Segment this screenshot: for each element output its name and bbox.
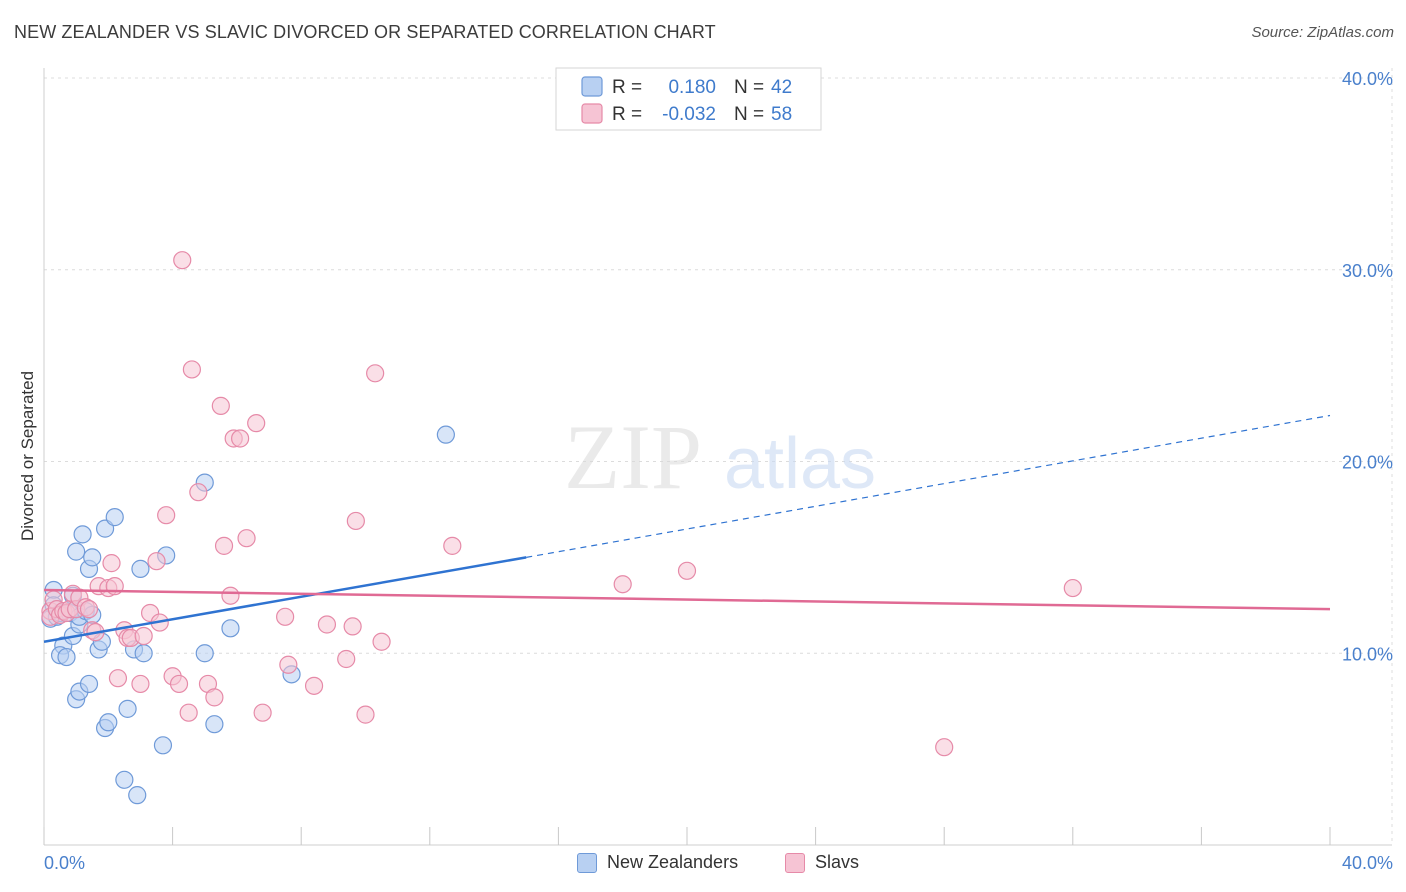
legend-n-value: 58 (771, 104, 792, 125)
point-slavs (211, 396, 230, 415)
legend-swatch-new-zealanders (577, 852, 597, 873)
point-slavs (205, 688, 224, 707)
legend-stats-swatch-slavs (581, 103, 603, 124)
point-new-zealanders (205, 715, 224, 734)
point-slavs (231, 429, 250, 448)
point-slavs (366, 364, 385, 383)
legend-item-new-zealanders: New Zealanders (577, 852, 738, 873)
point-slavs (173, 251, 192, 270)
point-slavs (179, 703, 198, 722)
point-slavs (108, 669, 128, 688)
point-slavs (169, 674, 189, 694)
point-slavs (356, 705, 375, 724)
point-slavs (279, 655, 298, 674)
tick-labels: 10.0% 20.0% 30.0% 40.0% 0.0% 40.0% (44, 69, 1393, 873)
chart-title: NEW ZEALANDER VS SLAVIC DIVORCED OR SEPA… (14, 22, 716, 42)
axes (43, 68, 1392, 846)
point-slavs (346, 511, 365, 531)
point-new-zealanders (115, 770, 134, 789)
legend-r-value: -0.032 (662, 104, 716, 125)
source-credit: Source: ZipAtlas.com (1251, 24, 1394, 41)
point-new-zealanders (153, 736, 173, 755)
x-tick-label-min: 0.0% (44, 853, 85, 873)
point-slavs (157, 506, 176, 525)
legend-r-label: R = (612, 77, 642, 98)
point-new-zealanders (195, 644, 214, 663)
point-slavs (677, 561, 697, 580)
point-new-zealanders (221, 619, 240, 638)
point-slavs (237, 529, 256, 548)
point-slavs (304, 676, 324, 695)
point-slavs (182, 360, 201, 379)
legend-series: New Zealanders Slavs (0, 852, 1406, 878)
point-new-zealanders (134, 644, 153, 663)
legend-stats-swatch-new-zealanders (581, 76, 603, 97)
point-new-zealanders (67, 542, 86, 561)
point-slavs (102, 554, 121, 573)
legend-label-new-zealanders: New Zealanders (607, 852, 739, 872)
point-new-zealanders (73, 525, 92, 544)
point-slavs (443, 536, 462, 555)
point-slavs (134, 626, 153, 646)
legend-stats: R = 0.180 N = 42 R = -0.032 N = 58 (555, 67, 822, 131)
point-slavs (221, 586, 240, 605)
point-slavs (337, 649, 356, 669)
point-new-zealanders (57, 647, 76, 667)
y-tick-label: 40.0% (1342, 69, 1393, 89)
trend-line-extension-new-zealanders (526, 414, 1331, 558)
point-slavs (372, 632, 391, 651)
point-slavs (343, 617, 362, 636)
legend-r-label: R = (612, 104, 642, 125)
trend-lines (43, 414, 1331, 643)
grid-lines (44, 68, 1393, 845)
legend-n-label: N = (734, 104, 764, 125)
point-slavs (613, 575, 632, 594)
point-slavs (214, 536, 234, 555)
point-slavs (189, 483, 208, 502)
point-new-zealanders (131, 559, 150, 578)
point-new-zealanders (99, 713, 118, 732)
point-slavs (253, 703, 272, 722)
trend-line-new-zealanders (43, 556, 527, 643)
legend-r-value: 0.180 (668, 77, 716, 98)
point-slavs (247, 414, 266, 433)
watermark-zip: ZIP (564, 406, 702, 508)
watermark-atlas: atlas (724, 424, 876, 504)
point-slavs (1063, 578, 1082, 598)
data-points (41, 251, 1082, 805)
trend-line-slavs (43, 588, 1331, 611)
point-slavs (131, 674, 150, 694)
point-slavs (317, 615, 337, 634)
legend-n-value: 42 (771, 77, 792, 98)
legend-n-label: N = (734, 77, 764, 98)
point-new-zealanders (118, 699, 137, 718)
point-slavs (79, 600, 99, 619)
legend-label-slavs: Slavs (815, 852, 860, 872)
watermark: ZIP atlas (564, 406, 876, 508)
point-slavs (147, 552, 166, 571)
point-new-zealanders (105, 508, 124, 527)
legend-item-slavs: Slavs (785, 852, 859, 873)
point-slavs (276, 607, 295, 626)
point-new-zealanders (79, 674, 99, 694)
legend-swatch-slavs (785, 852, 805, 873)
x-tick-label-max: 40.0% (1342, 853, 1393, 873)
point-new-zealanders (128, 786, 147, 805)
point-new-zealanders (436, 425, 455, 444)
y-tick-label: 30.0% (1342, 261, 1393, 281)
point-slavs (935, 738, 954, 757)
point-new-zealanders (83, 548, 102, 567)
y-tick-label: 20.0% (1342, 453, 1393, 473)
y-tick-label: 10.0% (1342, 644, 1393, 664)
